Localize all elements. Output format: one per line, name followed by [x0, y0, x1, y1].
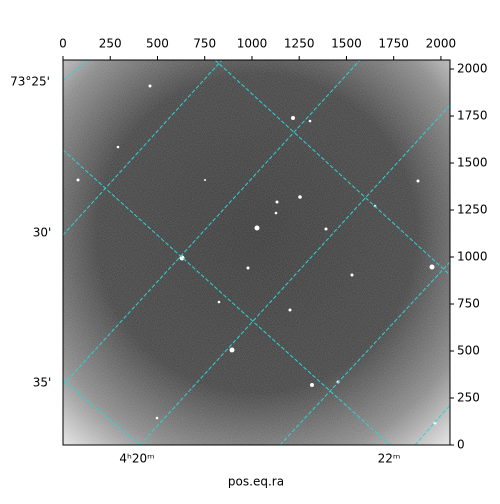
y-tick-label: 500 [457, 344, 480, 358]
x-tick-label: 1500 [331, 37, 362, 51]
x-tick-label: 250 [99, 37, 122, 51]
y-tick-label: 1000 [457, 250, 488, 264]
x-tick-label: 750 [193, 37, 216, 51]
y-tick-label: 250 [457, 391, 480, 405]
x-tick-label: 1250 [284, 37, 315, 51]
ra-tick-label: 4ʰ20ᵐ [119, 452, 154, 466]
axes-frame [62, 59, 451, 446]
x-axis-label: pos.eq.ra [228, 475, 284, 489]
x-tick-label: 1000 [237, 37, 268, 51]
image [63, 60, 450, 445]
y-tick-label: 1500 [457, 156, 488, 170]
y-tick-label: 1750 [457, 109, 488, 123]
x-tick-label: 0 [59, 37, 67, 51]
x-tick-label: 2000 [426, 37, 457, 51]
x-tick-label: 1750 [378, 37, 409, 51]
y-tick-label: 1250 [457, 203, 488, 217]
x-tick-label: 500 [146, 37, 169, 51]
y-tick-label: 2000 [457, 62, 488, 76]
dec-tick-label: 35' [33, 376, 52, 390]
coordinate-grid [63, 60, 450, 445]
y-tick-label: 750 [457, 297, 480, 311]
dec-tick-label: 73°25' [10, 75, 50, 89]
y-tick-label: 0 [457, 438, 465, 452]
dec-tick-label: 30' [33, 226, 52, 240]
stars [76, 84, 437, 425]
ra-tick-label: 22ᵐ [378, 452, 401, 466]
